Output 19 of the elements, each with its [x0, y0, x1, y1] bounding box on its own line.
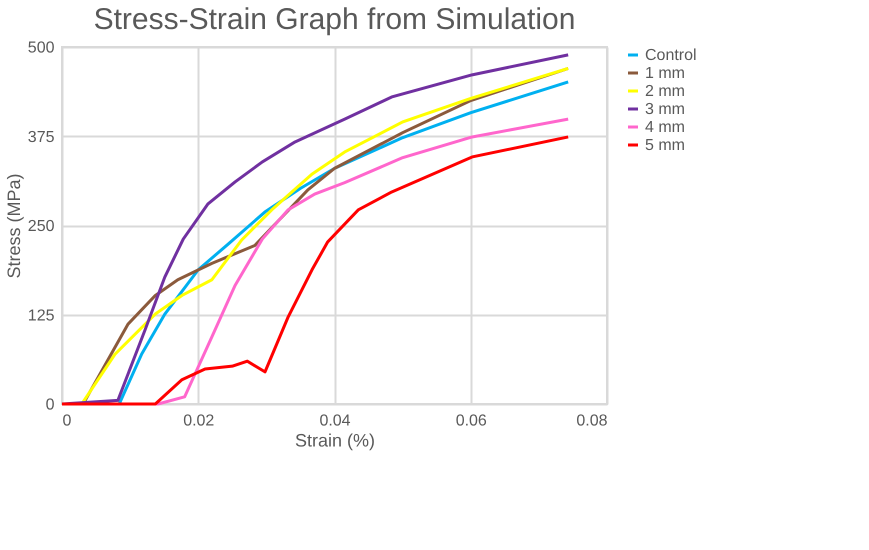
y-tick-label: 125: [28, 307, 55, 324]
legend-label: Control: [645, 47, 697, 64]
x-tick-label: 0.04: [319, 412, 351, 430]
x-tick-label: 0: [62, 412, 72, 430]
legend-label: 4 mm: [645, 119, 685, 136]
x-tick-label: 0.06: [456, 412, 487, 430]
x-axis-title: Strain (%): [294, 430, 376, 450]
y-axis-title: Stress (MPa): [4, 173, 24, 279]
y-tick-label: 375: [28, 128, 55, 146]
y-tick-label: 0: [46, 396, 55, 414]
legend-label: 3 mm: [645, 101, 685, 118]
legend-label: 1 mm: [645, 65, 685, 82]
x-tick-label: 0.08: [576, 412, 608, 430]
x-tick-label: 0.02: [183, 412, 214, 430]
y-tick-label: 250: [28, 218, 55, 235]
legend-label: 5 mm: [645, 137, 685, 154]
chart-title: Stress-Strain Graph from Simulation: [94, 3, 576, 36]
y-tick-label: 500: [28, 40, 55, 56]
legend-label: 2 mm: [645, 83, 685, 100]
